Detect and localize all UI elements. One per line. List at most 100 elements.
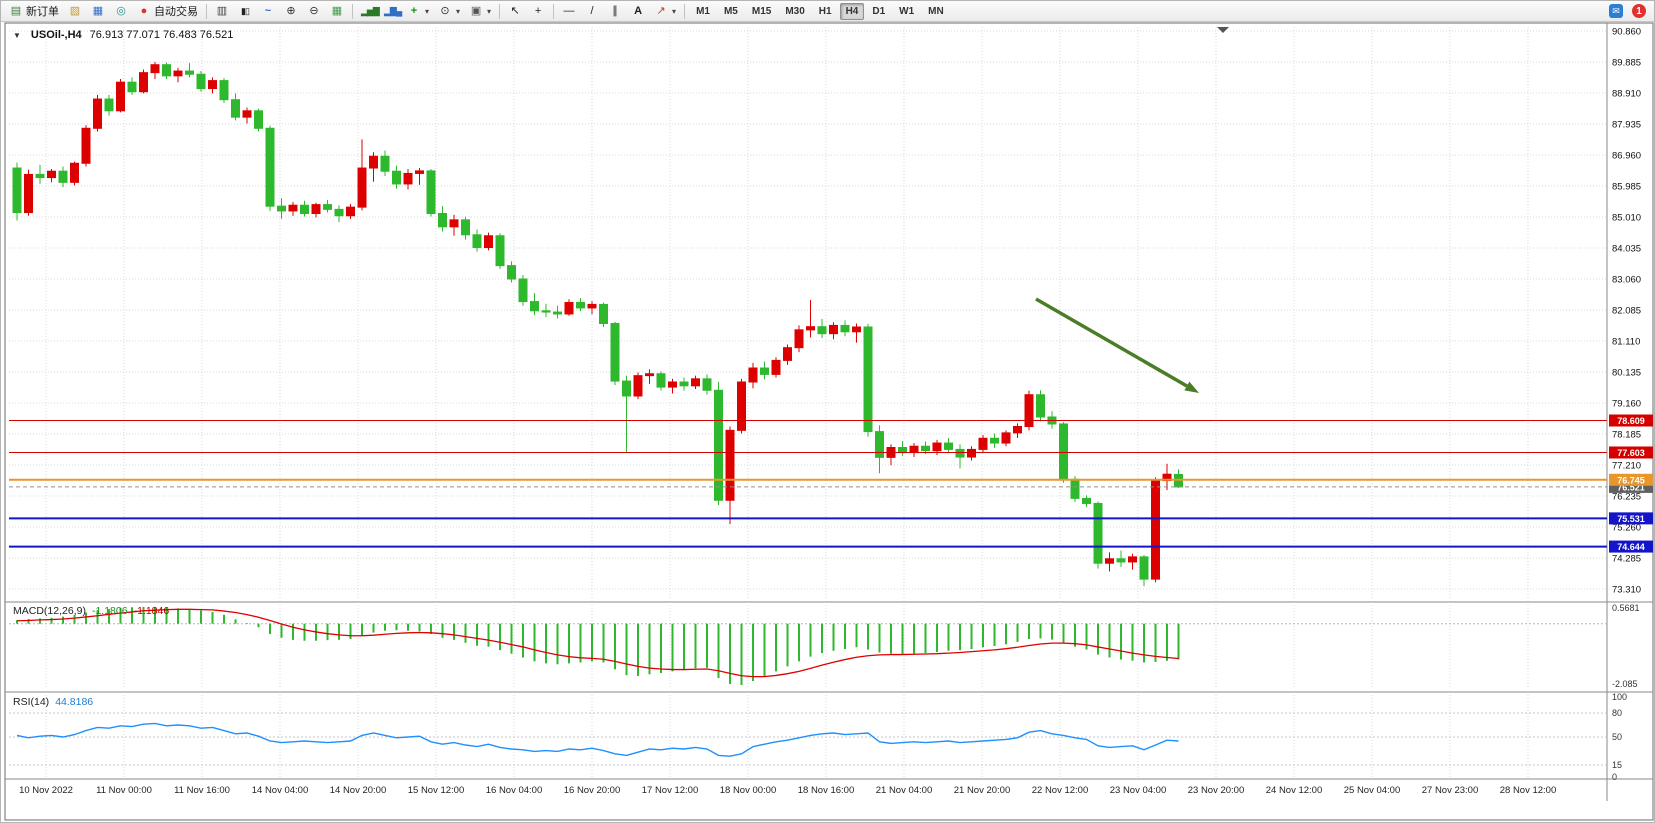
candle — [702, 378, 712, 391]
price-level-tag — [1609, 512, 1653, 525]
zoom-in-button[interactable]: ⊕ — [280, 2, 302, 21]
price-axis-label: 82.085 — [1612, 306, 1641, 317]
indicators-button[interactable]: ▂▅▇ — [357, 2, 380, 21]
price-axis-label: 90.860 — [1612, 27, 1641, 38]
autotrading-button[interactable]: ● 自动交易 — [133, 2, 202, 21]
candle — [944, 442, 953, 450]
candle — [196, 73, 206, 90]
candle — [967, 448, 976, 458]
text-tool-button[interactable]: A — [627, 2, 649, 21]
candle — [58, 170, 68, 183]
chat-icon: ✉ — [1609, 4, 1623, 18]
trendline-button[interactable]: / — [581, 2, 603, 21]
zoom-out-button[interactable]: ⊖ — [303, 2, 325, 21]
bar-chart-button[interactable]: ▥ — [211, 2, 233, 21]
candle — [254, 110, 263, 129]
price-axis-label: 76.235 — [1612, 492, 1641, 503]
new-order-button[interactable]: ▤ 新订单 — [5, 2, 63, 21]
template-icon: ▣ — [470, 5, 482, 17]
candlestick-chart-icon: ▮▯ — [241, 6, 250, 16]
price-axis-label: 89.885 — [1612, 58, 1641, 69]
candle — [392, 170, 401, 185]
market-watch-icon: ▦ — [92, 5, 104, 17]
candlestick-chart-button[interactable]: ▮▯ — [234, 2, 256, 21]
candle — [1070, 478, 1080, 499]
timeframe-button-w1[interactable]: W1 — [893, 3, 920, 20]
timeframe-button-m30[interactable]: M30 — [779, 3, 810, 20]
chevron-down-icon: ▾ — [672, 6, 677, 16]
timeframe-button-m5[interactable]: M5 — [718, 3, 744, 20]
indicator-windows-button[interactable]: ▂▇▄ — [380, 2, 402, 21]
candle — [1128, 556, 1137, 563]
chart-profiles-button[interactable]: ▧ — [64, 2, 86, 21]
tile-windows-icon: ▦ — [331, 5, 343, 17]
timeframe-button-h4[interactable]: H4 — [839, 2, 865, 20]
timeframe-button-mn[interactable]: MN — [922, 3, 950, 20]
candle — [909, 445, 919, 454]
time-axis-label: 21 Nov 04:00 — [876, 785, 933, 796]
timeframe-button-m15[interactable]: M15 — [746, 3, 777, 20]
price-axis-label: 83.060 — [1612, 275, 1641, 286]
crosshair-icon: + — [534, 5, 542, 17]
chart-shift-marker-icon[interactable] — [1217, 27, 1229, 33]
timeframe-button-d1[interactable]: D1 — [866, 3, 891, 20]
rsi-scale-label: 0 — [1612, 772, 1617, 782]
symbol-timeframe-label: USOil-,H4 — [30, 29, 82, 41]
clock-icon: ⊙ — [440, 5, 450, 17]
shapes-dropdown[interactable]: ↗ ▾ — [650, 2, 680, 21]
price-level-tag-label: 75.531 — [1617, 514, 1645, 524]
chevron-down-icon: ▾ — [487, 6, 492, 16]
price-level-tag — [1609, 446, 1653, 459]
candle — [346, 206, 355, 217]
timeframe-button-m1[interactable]: M1 — [690, 3, 716, 20]
price-axis-label: 77.210 — [1612, 461, 1641, 472]
candle — [806, 326, 815, 331]
time-axis-label: 14 Nov 04:00 — [252, 785, 309, 796]
community-button[interactable]: ✉ — [1605, 2, 1627, 21]
candle — [380, 155, 390, 172]
candle — [288, 204, 298, 212]
timeframe-button-h1[interactable]: H1 — [813, 3, 838, 20]
candle — [369, 155, 378, 169]
trend-arrow-line[interactable] — [1035, 297, 1188, 388]
macd-signal-line — [16, 608, 1179, 678]
candle — [495, 235, 505, 267]
candle — [1024, 394, 1034, 428]
time-axis-label: 11 Nov 16:00 — [174, 785, 230, 796]
autotrading-icon: ● — [140, 5, 148, 17]
price-level-tag-label: 74.644 — [1617, 542, 1645, 552]
candle — [311, 204, 321, 214]
candle — [70, 162, 79, 183]
timeframe-toolbar: M1 M5 M15 M30 H1 H4 D1 W1 MN — [689, 2, 951, 20]
candle — [748, 367, 758, 383]
zoom-in-icon: ⊕ — [286, 5, 296, 17]
chevron-down-icon: ▾ — [425, 6, 430, 16]
crosshair-button[interactable]: + — [527, 2, 549, 21]
trend-arrow-head[interactable] — [1184, 381, 1199, 393]
price-axis-label: 81.110 — [1612, 337, 1640, 348]
rsi-label-row: RSI(14) 44.8186 — [13, 696, 93, 708]
line-chart-button[interactable]: ~ — [257, 2, 279, 21]
add-indicator-icon: + — [410, 5, 418, 17]
navigator-button[interactable]: ◎ — [110, 2, 132, 21]
candle — [852, 326, 861, 333]
price-axis-label: 85.985 — [1612, 182, 1641, 193]
cursor-button[interactable]: ↖ — [504, 2, 526, 21]
horizontal-line-button[interactable]: — — [558, 2, 580, 21]
channel-button[interactable]: ∥ — [604, 2, 626, 21]
chart-header: ▼ USOil-,H4 76.913 77.071 76.483 76.521 — [13, 29, 233, 41]
candle — [760, 367, 769, 375]
tile-windows-button[interactable]: ▦ — [326, 2, 348, 21]
collapse-icon[interactable]: ▼ — [13, 31, 21, 40]
period-dropdown[interactable]: ⊙ ▾ — [434, 2, 464, 21]
price-axis-label: 74.285 — [1612, 554, 1641, 565]
notification-badge[interactable]: 1 — [1632, 4, 1646, 18]
templates-dropdown[interactable]: ▣ ▾ — [465, 2, 495, 21]
candle — [12, 167, 22, 214]
candle — [116, 81, 125, 112]
add-indicator-dropdown[interactable]: + ▾ — [403, 2, 433, 21]
arrow-shape-icon: ↗ — [656, 5, 666, 17]
market-watch-button[interactable]: ▦ — [87, 2, 109, 21]
candle — [875, 431, 884, 458]
